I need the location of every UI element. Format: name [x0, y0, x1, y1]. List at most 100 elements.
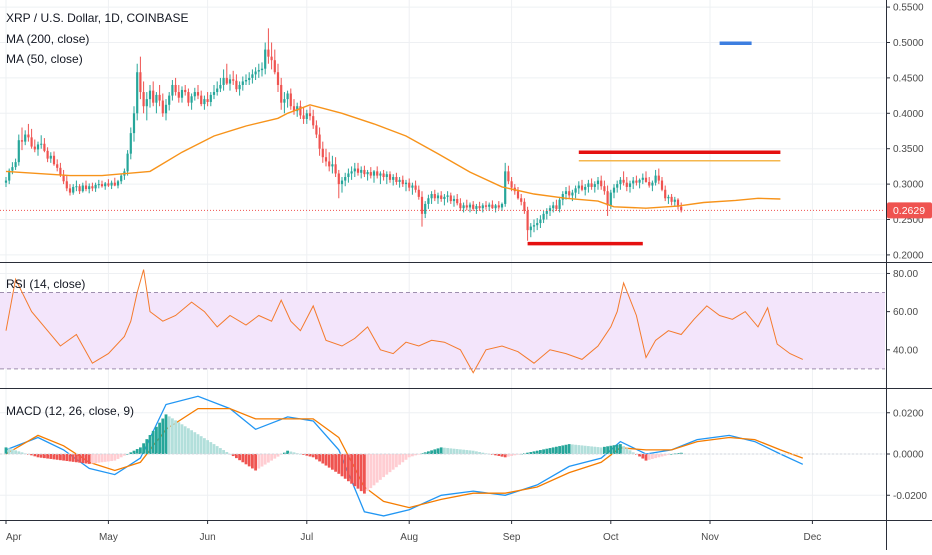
candles-layer[interactable]	[4, 28, 683, 241]
candle-body[interactable]	[356, 168, 360, 173]
candle-body[interactable]	[273, 60, 276, 73]
candle-body[interactable]	[328, 161, 331, 167]
candle-body[interactable]	[372, 171, 376, 176]
candle-body[interactable]	[257, 70, 260, 72]
candle-body[interactable]	[648, 181, 651, 186]
candle-body[interactable]	[110, 182, 113, 186]
candle-body[interactable]	[225, 77, 228, 84]
candle-body[interactable]	[292, 106, 296, 112]
candle-body[interactable]	[590, 183, 593, 187]
candle-body[interactable]	[334, 164, 337, 174]
candle-body[interactable]	[212, 92, 216, 95]
candle-body[interactable]	[100, 184, 104, 187]
candle-body[interactable]	[545, 211, 548, 214]
candle-body[interactable]	[404, 182, 408, 185]
candle-body[interactable]	[571, 192, 574, 196]
candle-body[interactable]	[465, 205, 468, 208]
candle-body[interactable]	[222, 77, 225, 85]
candle-body[interactable]	[27, 134, 30, 138]
candle-body[interactable]	[366, 172, 369, 175]
candle-body[interactable]	[14, 162, 17, 168]
candle-body[interactable]	[350, 171, 353, 174]
candle-body[interactable]	[382, 173, 385, 178]
candle-body[interactable]	[209, 94, 212, 102]
candle-body[interactable]	[158, 94, 161, 101]
candle-body[interactable]	[548, 208, 552, 212]
candle-body[interactable]	[340, 180, 344, 185]
candle-body[interactable]	[644, 177, 648, 182]
candle-body[interactable]	[436, 195, 440, 199]
candle-body[interactable]	[270, 56, 273, 61]
candle-body[interactable]	[411, 185, 414, 188]
candle-body[interactable]	[132, 113, 136, 134]
candle-body[interactable]	[20, 140, 24, 142]
candle-body[interactable]	[632, 180, 635, 184]
candle-body[interactable]	[676, 199, 680, 207]
candle-body[interactable]	[539, 219, 542, 224]
candle-body[interactable]	[136, 72, 139, 114]
candle-body[interactable]	[8, 170, 11, 181]
candle-body[interactable]	[516, 191, 520, 199]
candle-body[interactable]	[241, 81, 244, 85]
candle-body[interactable]	[251, 74, 254, 78]
candle-body[interactable]	[200, 95, 203, 105]
candle-body[interactable]	[536, 223, 539, 226]
candle-body[interactable]	[324, 157, 328, 162]
candle-body[interactable]	[552, 205, 555, 209]
candle-body[interactable]	[174, 84, 177, 93]
ma50-legend[interactable]: MA (50, close)	[6, 52, 83, 66]
candle-body[interactable]	[321, 148, 324, 158]
candle-body[interactable]	[46, 150, 49, 159]
candle-body[interactable]	[30, 137, 33, 147]
candle-body[interactable]	[398, 179, 401, 182]
candle-body[interactable]	[17, 140, 20, 163]
candle-body[interactable]	[193, 92, 196, 97]
candle-body[interactable]	[142, 92, 145, 107]
candle-body[interactable]	[4, 180, 8, 183]
candle-body[interactable]	[628, 183, 632, 187]
candle-body[interactable]	[529, 226, 532, 231]
candle-body[interactable]	[49, 155, 52, 159]
candle-body[interactable]	[619, 179, 622, 185]
candle-body[interactable]	[456, 198, 459, 204]
candle-body[interactable]	[449, 195, 452, 202]
candle-body[interactable]	[168, 95, 171, 105]
candle-body[interactable]	[520, 198, 523, 202]
candle-body[interactable]	[337, 173, 340, 185]
candle-body[interactable]	[443, 196, 446, 199]
candle-body[interactable]	[33, 146, 36, 150]
candle-body[interactable]	[232, 79, 235, 81]
candle-body[interactable]	[561, 194, 564, 200]
candle-body[interactable]	[43, 143, 46, 151]
price-axis[interactable]: 0.5500 0.5000 0.4500 0.4000 0.3500 0.3000 0.25…	[886, 3, 927, 502]
candle-body[interactable]	[302, 115, 305, 119]
candle-body[interactable]	[452, 198, 456, 202]
candle-body[interactable]	[171, 84, 174, 96]
candle-body[interactable]	[190, 96, 193, 103]
candle-body[interactable]	[414, 185, 417, 190]
candle-body[interactable]	[88, 186, 91, 190]
candle-body[interactable]	[430, 194, 433, 199]
candle-body[interactable]	[369, 172, 372, 176]
candle-body[interactable]	[161, 100, 164, 114]
candle-body[interactable]	[468, 204, 472, 208]
candle-body[interactable]	[424, 203, 427, 214]
candle-body[interactable]	[120, 175, 123, 182]
candle-body[interactable]	[542, 213, 545, 220]
candle-body[interactable]	[344, 177, 347, 181]
candle-body[interactable]	[276, 72, 280, 85]
candle-body[interactable]	[363, 169, 366, 175]
candle-body[interactable]	[635, 180, 638, 183]
candle-body[interactable]	[360, 169, 363, 173]
candle-body[interactable]	[145, 99, 148, 107]
candle-body[interactable]	[36, 144, 40, 150]
candle-body[interactable]	[392, 177, 395, 180]
candle-body[interactable]	[59, 167, 62, 176]
candle-body[interactable]	[481, 205, 484, 209]
candle-body[interactable]	[446, 195, 449, 197]
candle-body[interactable]	[238, 84, 241, 90]
candle-body[interactable]	[331, 164, 334, 167]
candle-body[interactable]	[475, 206, 478, 209]
candle-body[interactable]	[107, 183, 110, 186]
candle-body[interactable]	[558, 199, 561, 209]
